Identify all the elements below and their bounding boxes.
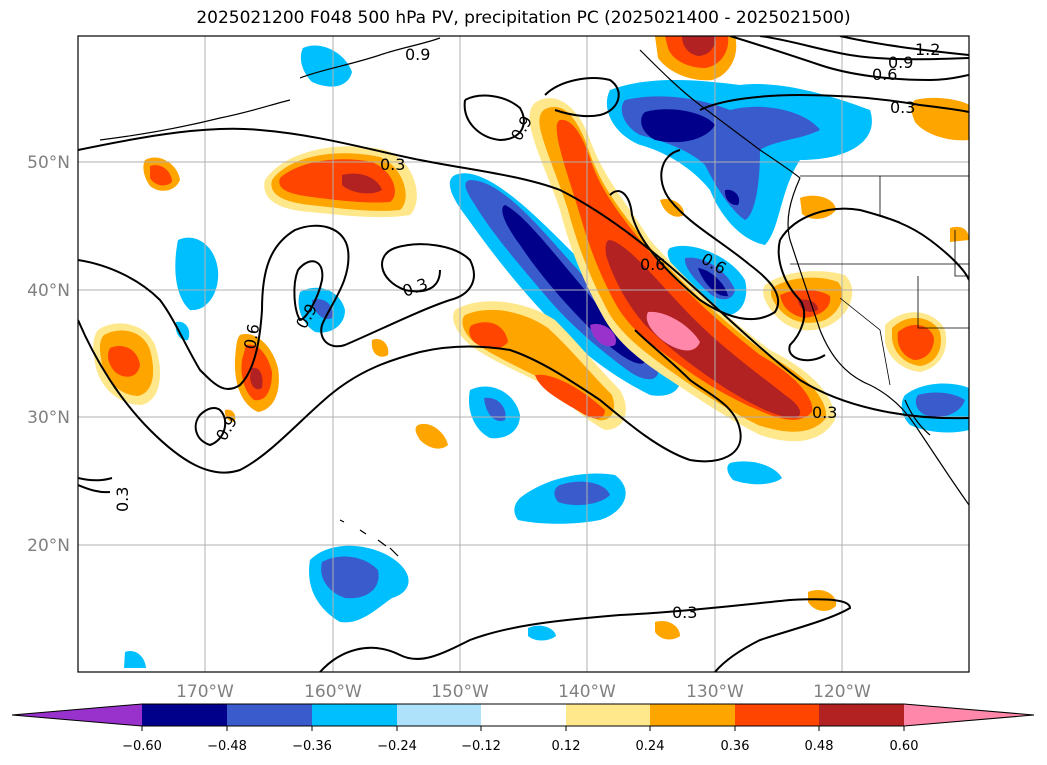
colorbar-bin [650,704,735,726]
colorbar-tick-label: 0.12 [552,739,581,754]
colorbar-tick-label: 0.24 [636,739,665,754]
colorbar: −0.60 −0.48 −0.36 −0.24 −0.12 0.12 0.24 … [11,703,1035,754]
contour-label: 0.3 [113,487,132,512]
pv-contours [78,36,969,672]
contour-label: 0.3 [812,403,837,422]
colorbar-bin [735,704,819,726]
lat-label: 40°N [27,281,70,301]
contour-label: 0.9 [405,45,430,64]
colorbar-tick-label: 0.48 [805,739,834,754]
colorbar-tick-label: −0.60 [122,739,162,754]
contour-label: 0.6 [640,255,665,274]
colorbar-tick-label: −0.24 [377,739,417,754]
contour-label: 0.6 [872,65,897,84]
lat-label: 50°N [27,153,70,173]
chart-title: 2025021200 F048 500 hPa PV, precipitatio… [196,8,851,28]
colorbar-bin [312,704,397,726]
lon-label: 170°W [176,682,234,702]
colorbar-min-extension [12,704,142,726]
colorbar-bin [227,704,312,726]
colorbar-ticks [141,726,905,731]
colorbar-tick-label: −0.36 [292,739,332,754]
colorbar-tick-label: 0.60 [890,739,919,754]
lon-label: 120°W [813,682,871,702]
latitude-labels: 50°N 40°N 30°N 20°N [27,153,70,556]
map-panel[interactable]: 0.3 0.3 0.3 0.3 0.3 0.3 0.6 0.6 0.6 0.6 … [77,35,970,673]
gridlines [78,36,969,672]
longitude-labels: 170°W 160°W 150°W 140°W 130°W 120°W [176,682,871,702]
colorbar-bin [566,704,650,726]
lon-label: 130°W [686,682,744,702]
lon-label: 150°W [431,682,489,702]
contour-label: 1.2 [915,40,940,59]
colorbar-bin [142,704,227,726]
colorbar-max-extension [904,704,1034,726]
map-frame [77,35,970,673]
lon-label: 160°W [304,682,362,702]
colorbar-bin [397,704,481,726]
contour-label: 0.3 [380,155,405,174]
contour-label: 0.3 [890,98,915,117]
coastlines [99,37,969,557]
colorbar-tick-label: −0.12 [461,739,501,754]
contour-label: 0.3 [672,603,697,622]
colorbar-bin [819,704,904,726]
colorbar-tick-label: −0.48 [207,739,247,754]
contour-label: 0.9 [888,53,913,72]
precipitation-pc-shading [93,36,969,668]
colorbar-bin [481,704,566,726]
contour-label: 0.6 [240,322,263,350]
colorbar-tick-label: 0.36 [721,739,750,754]
lat-label: 30°N [27,408,70,428]
lat-label: 20°N [27,536,70,556]
lon-label: 140°W [558,682,616,702]
